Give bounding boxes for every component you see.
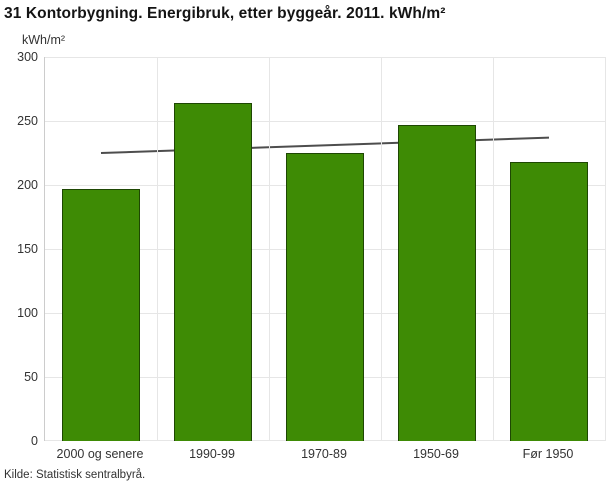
x-category-label: Før 1950 <box>522 447 574 461</box>
y-tick-label: 300 <box>17 50 38 64</box>
gridline-horizontal <box>45 121 605 122</box>
gridline-horizontal <box>45 57 605 58</box>
gridline-vertical <box>493 57 494 441</box>
x-category-label: 1950-69 <box>413 447 459 461</box>
chart-title: 31 Kontorbygning. Energibruk, etter bygg… <box>4 5 446 22</box>
plot-area <box>44 57 606 441</box>
x-category-label: 2000 og senere <box>56 447 144 461</box>
bar-1990-99 <box>174 103 252 441</box>
y-axis-labels: 300 250 200 150 100 50 0 <box>0 50 38 448</box>
y-tick-label: 150 <box>17 242 38 256</box>
gridline-vertical <box>381 57 382 441</box>
y-tick-label: 0 <box>31 434 38 448</box>
bar-1950-69 <box>398 124 476 441</box>
x-category-label: 1970-89 <box>301 447 347 461</box>
y-axis-unit-label: kWh/m² <box>22 33 66 47</box>
source-credit: Kilde: Statistisk sentralbyrå. <box>4 469 146 481</box>
bar-2000-og-senere <box>62 188 140 441</box>
bar-før-1950 <box>510 162 588 441</box>
x-axis-labels: 2000 og senere 1990-99 1970-89 1950-69 F… <box>44 447 604 461</box>
y-tick-label: 250 <box>17 114 38 128</box>
x-category-label: 1990-99 <box>189 447 235 461</box>
y-tick-label: 50 <box>24 370 38 384</box>
y-tick-label: 100 <box>17 306 38 320</box>
gridline-vertical <box>269 57 270 441</box>
bar-1970-89 <box>286 153 364 441</box>
y-tick-label: 200 <box>17 178 38 192</box>
gridline-vertical <box>157 57 158 441</box>
